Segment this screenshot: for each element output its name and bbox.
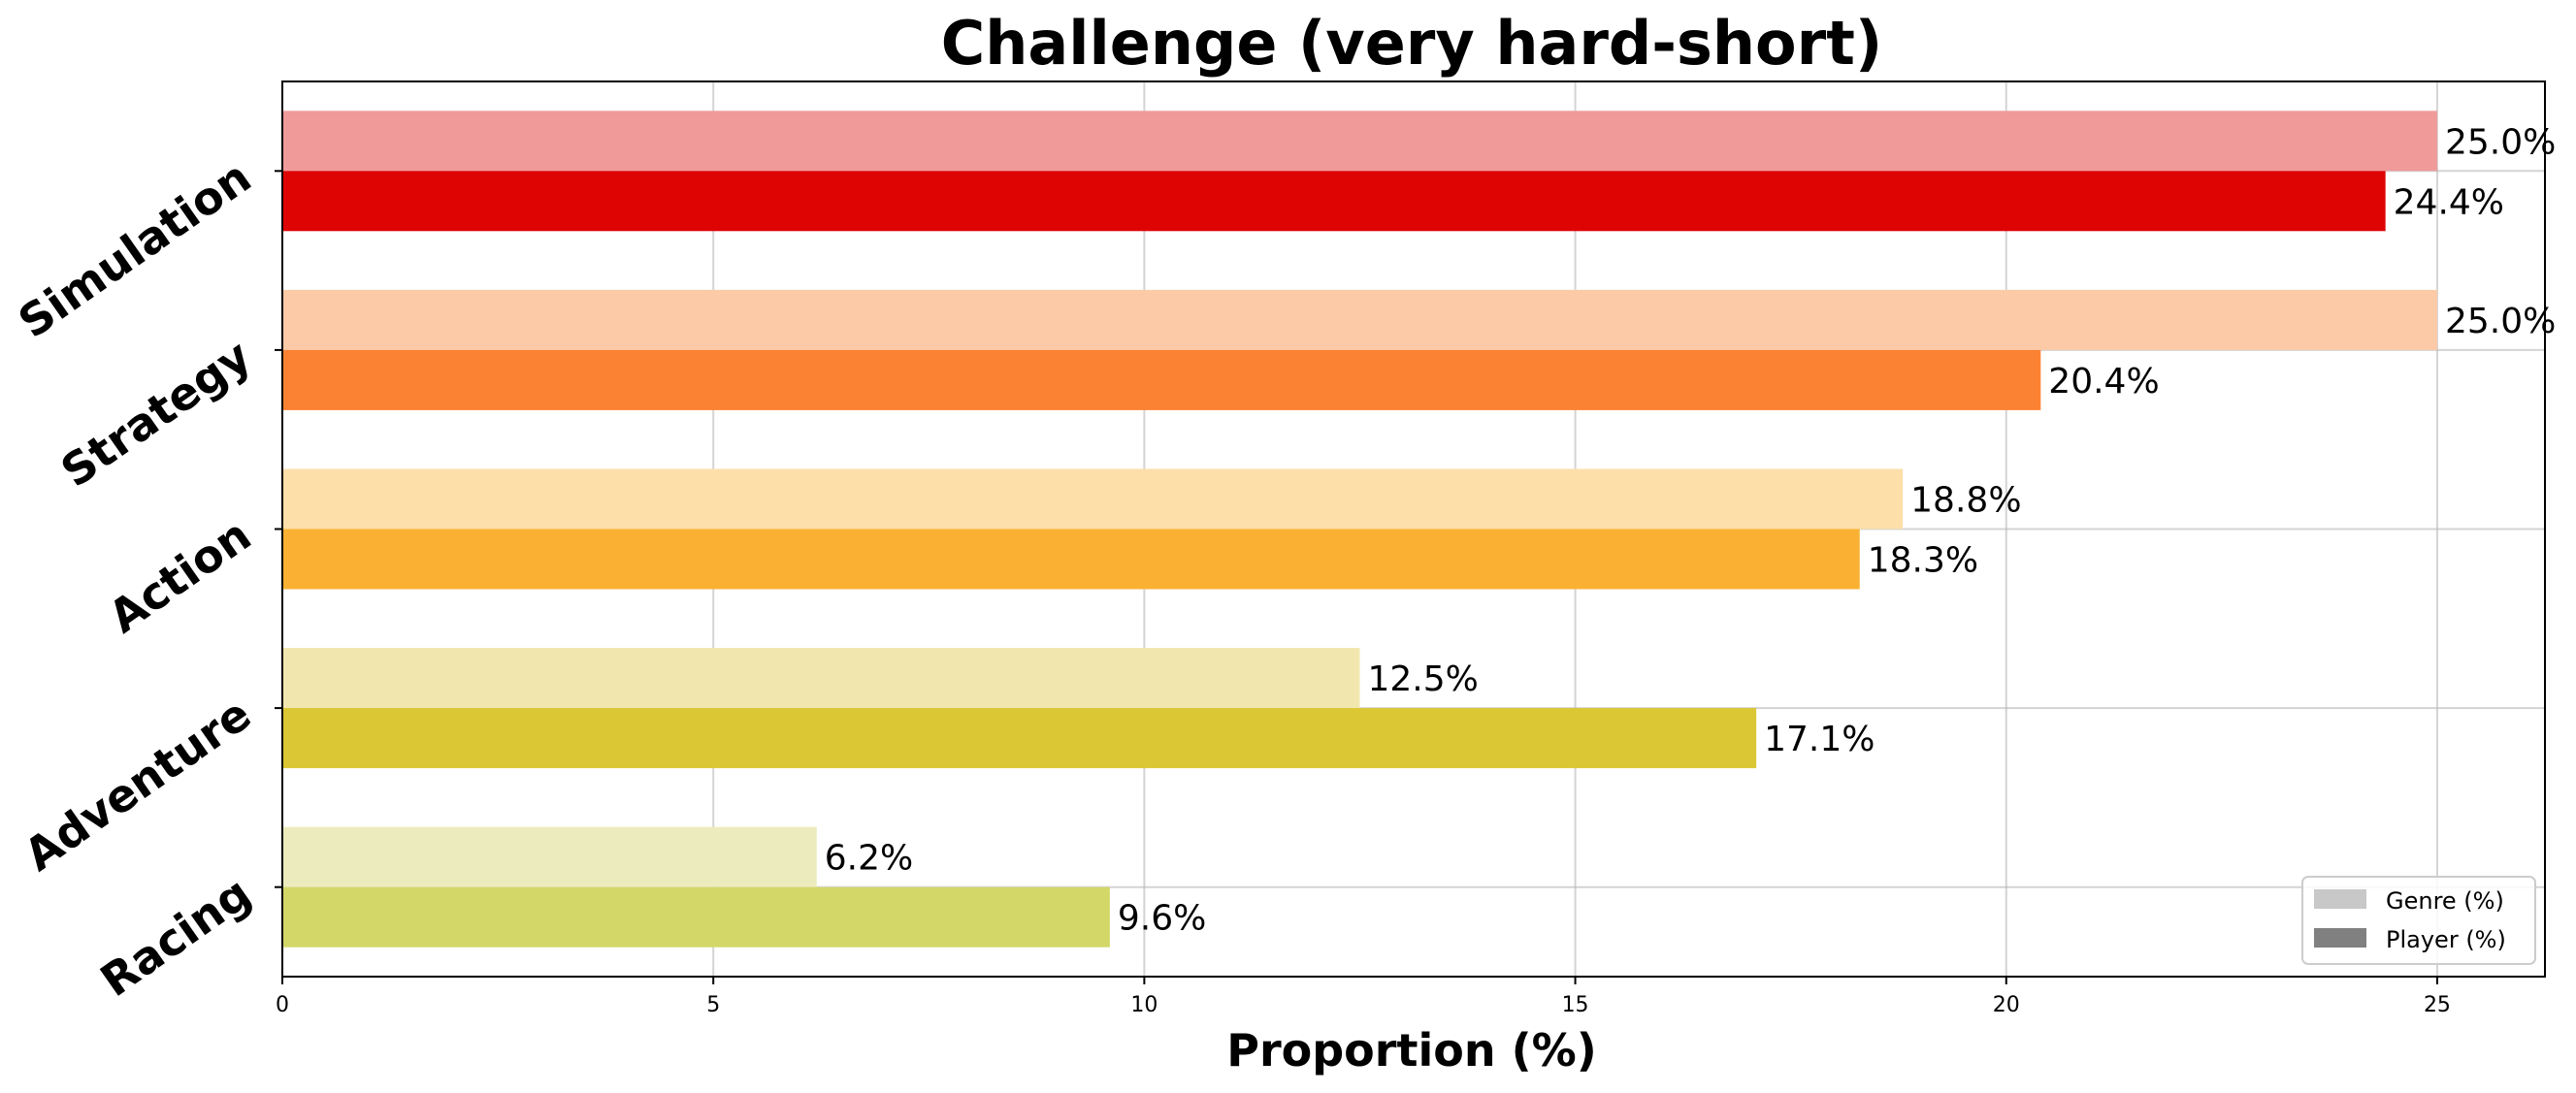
legend: Genre (%) Player (%) (2301, 876, 2536, 965)
chart-title: Challenge (very hard-short) (941, 8, 1882, 79)
bar-value-label: 12.5% (1367, 659, 1478, 699)
x-tick-label: 0 (276, 993, 289, 1017)
bar-racing-genre (282, 826, 817, 887)
bar-strategy-player (282, 349, 2041, 410)
legend-swatch-player (2314, 928, 2366, 948)
bar-value-label: 17.1% (1764, 720, 1875, 759)
y-tick-label: Racing (91, 866, 260, 1007)
x-axis-ticks: 0 5 10 15 20 25 (276, 977, 2451, 1017)
y-tick-label: Simulation (9, 150, 260, 348)
bar-adventure-player (282, 708, 1757, 769)
bar-value-label: 24.4% (2394, 182, 2504, 222)
bar-value-label: 18.8% (1910, 481, 2021, 521)
value-labels: 25.0% 25.0% 18.8% 12.5% 6.2% 24.4% 20.4% 18.3% 1… (825, 122, 2557, 938)
bar-racing-player (282, 886, 1110, 948)
bar-value-label: 9.6% (1118, 899, 1206, 939)
bar-adventure-genre (282, 648, 1360, 709)
y-tick-label: Strategy (51, 330, 260, 498)
legend-label-genre: Genre (%) (2386, 887, 2504, 915)
bars (282, 111, 2437, 948)
bar-value-label: 6.2% (825, 839, 913, 879)
x-tick-label: 10 (1130, 993, 1158, 1017)
bar-value-label: 18.3% (1868, 541, 1978, 581)
legend-label-player: Player (%) (2386, 926, 2506, 953)
x-tick-label: 20 (1993, 993, 2020, 1017)
bar-value-label: 20.4% (2048, 362, 2159, 402)
x-tick-label: 5 (706, 993, 720, 1017)
bar-simulation-genre (282, 111, 2437, 172)
y-tick-label: Adventure (15, 688, 260, 882)
bar-simulation-player (282, 171, 2386, 232)
bar-action-genre (282, 468, 1904, 530)
bar-value-label: 25.0% (2445, 122, 2556, 162)
y-tick-label: Action (99, 508, 260, 643)
bar-action-player (282, 529, 1860, 590)
x-tick-label: 25 (2424, 993, 2451, 1017)
x-axis-label: Proportion (%) (1226, 1024, 1596, 1077)
legend-swatch-genre (2314, 889, 2366, 909)
bar-value-label: 25.0% (2445, 302, 2556, 341)
x-tick-label: 15 (1562, 993, 1589, 1017)
bar-strategy-genre (282, 289, 2437, 350)
